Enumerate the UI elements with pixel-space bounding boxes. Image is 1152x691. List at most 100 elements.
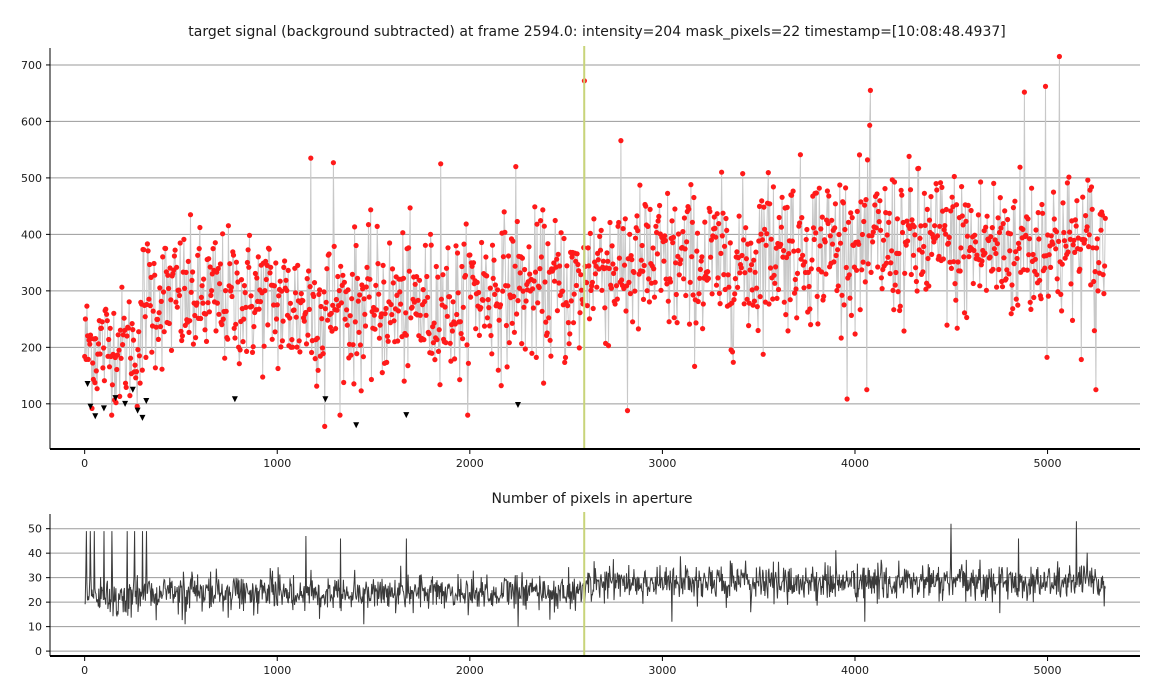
data-point [771,272,777,278]
data-point [764,231,770,237]
data-point [790,188,796,194]
data-point [876,219,882,225]
data-point [805,269,812,275]
data-point [862,279,868,285]
data-point [376,291,382,297]
data-point [481,323,488,329]
data-point [498,383,504,389]
data-point [946,234,952,240]
data-point [519,341,525,347]
data-point [635,326,642,332]
data-point [238,277,245,283]
top-chart-y-tick-label: 600 [21,115,42,128]
data-point [612,301,618,307]
data-point [578,272,584,278]
data-point [613,266,619,272]
data-point [488,332,494,339]
data-point [759,198,765,204]
data-point [870,239,876,245]
data-point [338,300,345,306]
data-point [130,327,136,333]
data-point [160,289,167,295]
data-point [153,324,159,330]
data-point [155,316,161,322]
data-point [1028,306,1034,312]
data-point [436,327,442,333]
data-point [334,307,340,313]
data-point [479,239,485,246]
data-point [932,223,938,229]
low-data-marker [231,396,238,403]
data-point [708,237,715,243]
top-chart-x-tick-label: 4000 [841,457,869,470]
data-point [114,352,121,358]
data-point [646,299,653,305]
data-point [676,272,682,278]
data-point [688,182,694,188]
data-point [779,194,785,200]
data-point [372,326,378,332]
data-point [193,335,199,341]
data-point [953,202,960,208]
data-point [124,333,130,339]
data-point [139,367,145,373]
data-point [523,298,529,304]
data-point [145,248,151,254]
data-point [126,299,132,305]
data-point [186,329,192,335]
data-point [93,336,99,342]
data-point [440,272,446,278]
top-chart-x-tick-label: 1000 [263,457,291,470]
data-point [924,206,930,212]
data-point [632,288,638,294]
data-point [1088,184,1095,190]
data-point [637,182,643,188]
data-point [114,366,120,373]
data-point [340,272,346,278]
data-point [714,211,720,217]
data-point [1037,277,1043,283]
data-point [318,303,324,310]
data-point [555,251,561,257]
data-point [381,279,387,285]
data-point [349,296,355,302]
data-point [891,179,898,185]
data-point [268,264,274,270]
data-point [949,194,955,200]
data-point [484,273,490,279]
data-point [1048,264,1054,270]
data-point [1008,311,1014,317]
data-point [115,332,121,338]
data-point [567,331,573,337]
data-point [335,273,341,280]
data-point [536,284,542,291]
data-point [561,235,567,242]
data-point [883,260,890,266]
data-point [595,257,601,263]
low-data-marker [87,403,94,410]
data-point [1045,293,1051,299]
data-point [1017,164,1023,170]
data-point [529,350,535,356]
data-point [965,202,971,208]
data-point [586,263,592,269]
data-point [541,223,547,229]
data-point [306,268,312,274]
data-point [277,278,283,284]
data-point [591,216,597,222]
data-point [951,259,957,265]
data-point [831,259,837,265]
data-point [473,326,479,332]
data-point [246,264,252,270]
data-point [511,329,517,335]
data-point [104,311,110,317]
data-point [961,254,967,260]
data-point [1102,215,1108,221]
data-point [562,354,569,361]
data-point [837,240,844,246]
data-point [216,311,222,317]
data-point [281,264,287,270]
bottom-chart-y-tick-label: 0 [35,645,42,658]
data-point [905,238,911,244]
data-point [1073,223,1079,229]
